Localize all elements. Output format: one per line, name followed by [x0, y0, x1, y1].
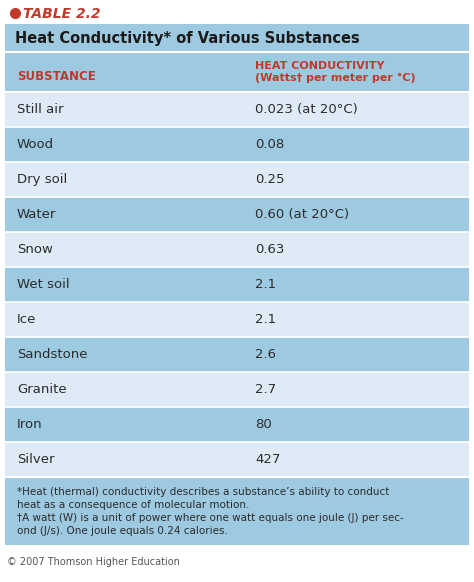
Text: TABLE 2.2: TABLE 2.2	[23, 6, 100, 20]
Text: Wet soil: Wet soil	[17, 278, 70, 291]
Text: 2.6: 2.6	[255, 348, 276, 361]
Text: 2.7: 2.7	[255, 383, 276, 396]
Text: †A watt (W) is a unit of power where one watt equals one joule (J) per sec-: †A watt (W) is a unit of power where one…	[17, 513, 404, 523]
Text: 0.63: 0.63	[255, 243, 284, 256]
Text: 2.1: 2.1	[255, 313, 276, 326]
Text: HEAT CONDUCTIVITY: HEAT CONDUCTIVITY	[255, 61, 384, 71]
Text: Snow: Snow	[17, 243, 53, 256]
Text: 427: 427	[255, 453, 281, 466]
Bar	[5, 407, 469, 442]
Text: SUBSTANCE: SUBSTANCE	[17, 70, 96, 83]
Bar	[5, 162, 469, 197]
Bar	[5, 127, 469, 162]
Text: Dry soil: Dry soil	[17, 173, 67, 186]
Text: Ice: Ice	[17, 313, 36, 326]
Text: Sandstone: Sandstone	[17, 348, 88, 361]
Text: (Watts† per meter per °C): (Watts† per meter per °C)	[255, 73, 416, 83]
Text: Granite: Granite	[17, 383, 67, 396]
Text: Water: Water	[17, 208, 56, 221]
Bar	[5, 477, 469, 545]
Text: 0.25: 0.25	[255, 173, 284, 186]
Text: Iron: Iron	[17, 418, 43, 431]
Text: © 2007 Thomson Higher Education: © 2007 Thomson Higher Education	[7, 557, 180, 567]
Bar	[5, 372, 469, 407]
Text: 0.60 (at 20°C): 0.60 (at 20°C)	[255, 208, 349, 221]
Text: ond (J/s). One joule equals 0.24 calories.: ond (J/s). One joule equals 0.24 calorie…	[17, 526, 228, 536]
Text: heat as a consequence of molecular motion.: heat as a consequence of molecular motio…	[17, 500, 249, 510]
Bar	[5, 232, 469, 267]
Text: Heat Conductivity* of Various Substances: Heat Conductivity* of Various Substances	[15, 31, 360, 46]
Bar	[5, 302, 469, 337]
Bar	[5, 267, 469, 302]
Bar	[5, 2, 469, 24]
Text: 80: 80	[255, 418, 272, 431]
Text: Silver: Silver	[17, 453, 55, 466]
Text: *Heat (thermal) conductivity describes a substance’s ability to conduct: *Heat (thermal) conductivity describes a…	[17, 487, 389, 497]
Bar	[5, 24, 469, 52]
Text: Wood: Wood	[17, 138, 54, 151]
Bar	[5, 92, 469, 127]
Bar	[5, 197, 469, 232]
Bar	[5, 337, 469, 372]
Text: Still air: Still air	[17, 103, 64, 116]
Text: 0.08: 0.08	[255, 138, 284, 151]
Text: 2.1: 2.1	[255, 278, 276, 291]
Bar	[5, 52, 469, 92]
Text: 0.023 (at 20°C): 0.023 (at 20°C)	[255, 103, 358, 116]
Bar	[5, 442, 469, 477]
